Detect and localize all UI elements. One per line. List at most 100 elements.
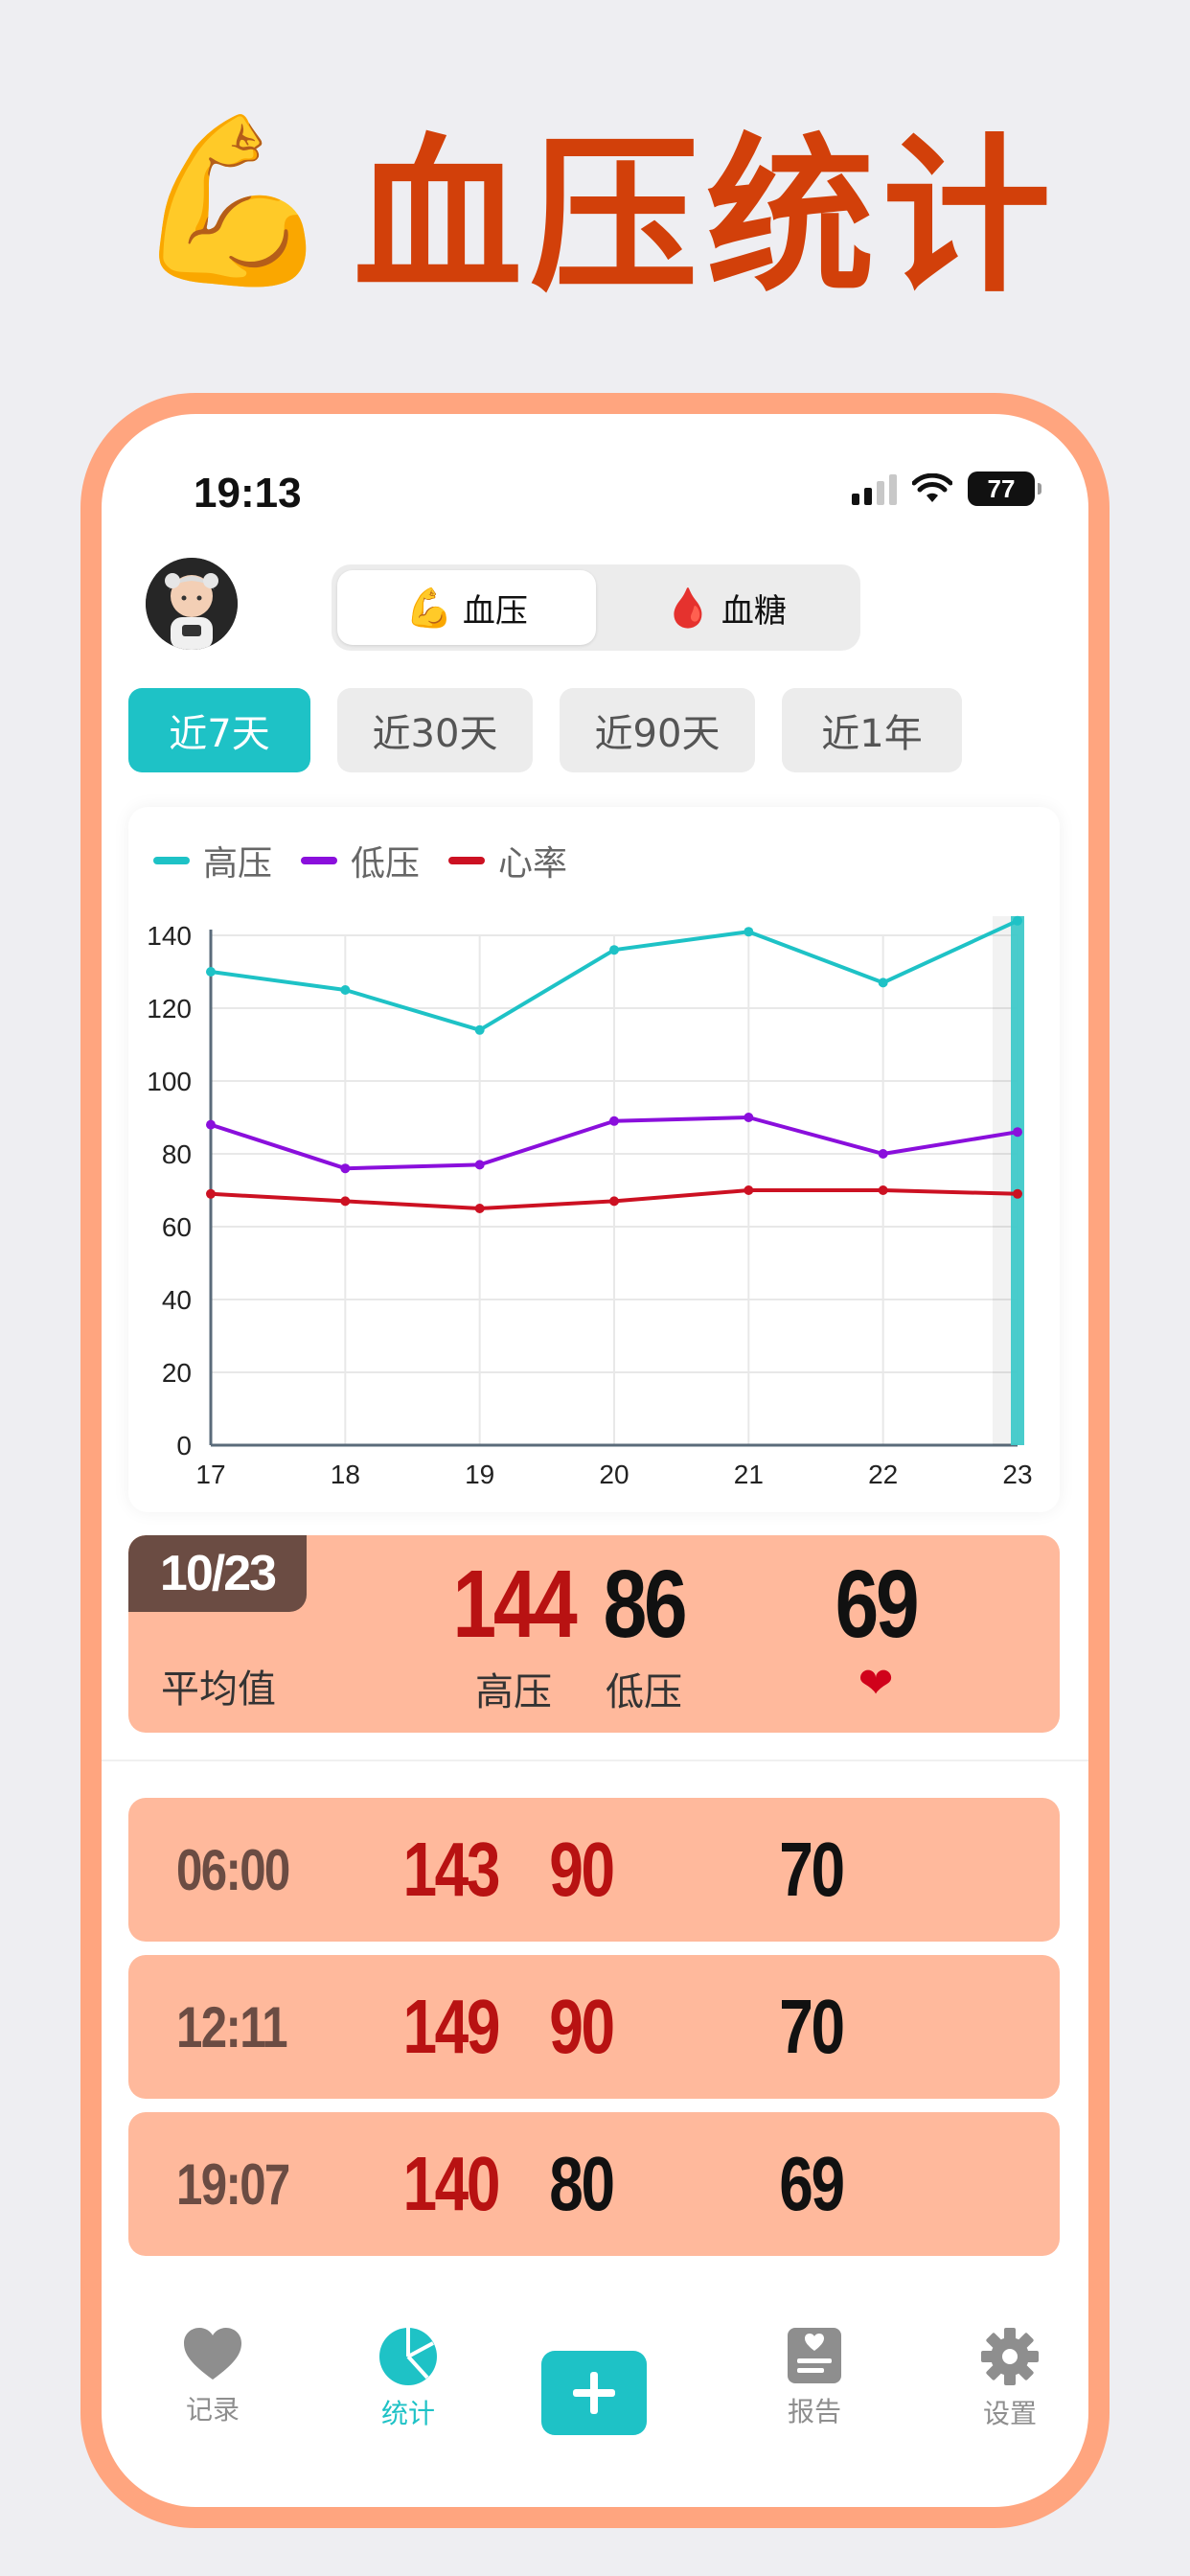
- avatar-image: [146, 558, 238, 650]
- data-point: [474, 1024, 485, 1035]
- segment-blood-pressure[interactable]: 💪 血压: [337, 570, 596, 645]
- record-heart-value: 70: [778, 1827, 845, 1912]
- range-1-year[interactable]: 近1年: [782, 688, 962, 772]
- segment-label: 血压: [462, 591, 528, 631]
- record-diastolic-value: 90: [548, 1827, 615, 1912]
- data-point: [878, 1149, 888, 1159]
- highlight-bar: [1011, 916, 1024, 1445]
- x-tick-label: 21: [734, 1460, 764, 1489]
- plus-icon: [573, 2372, 615, 2414]
- record-systolic-value: 140: [402, 2141, 500, 2226]
- legend-label: 低压: [351, 844, 421, 884]
- x-tick-label: 23: [1002, 1460, 1032, 1489]
- heart-icon: ❤: [858, 1659, 894, 1708]
- record-systolic-value: 143: [402, 1827, 500, 1912]
- record-time: 19:07: [176, 2151, 290, 2217]
- divider: [102, 1760, 1088, 1761]
- data-point: [474, 1204, 485, 1213]
- legend-item-heart-rate[interactable]: 心率: [448, 836, 567, 886]
- record-systolic: 143: [355, 1798, 546, 1942]
- record-systolic-value: 149: [402, 1984, 500, 2069]
- tab-label: 报告: [787, 2396, 841, 2427]
- summary-systolic-value: 144: [452, 1551, 578, 1658]
- date-badge: 10/23: [128, 1535, 307, 1612]
- line-chart[interactable]: 0 20 40 60 80 100 120 140 17 18 19 20 21 22 23: [128, 807, 1060, 1512]
- x-tick-label: 19: [465, 1460, 494, 1489]
- data-point: [609, 945, 619, 955]
- legend-swatch: [301, 857, 338, 864]
- headline: 💪 血压统计: [0, 105, 1190, 315]
- chart-legend: 高压 低压 心率: [153, 836, 567, 886]
- pie-chart-icon: [379, 2328, 437, 2385]
- data-point: [206, 1188, 216, 1199]
- y-tick-label: 140: [147, 921, 192, 951]
- gear-icon: [981, 2328, 1039, 2385]
- headline-title: 血压统计: [353, 118, 1059, 315]
- record-time: 06:00: [176, 1837, 290, 1902]
- y-tick-label: 20: [162, 1358, 192, 1388]
- tab-bar: 记录 统计: [102, 2326, 1088, 2470]
- status-bar: 19:13 77: [102, 414, 1088, 517]
- tab-records[interactable]: 记录: [136, 2326, 289, 2427]
- data-point: [1013, 1188, 1022, 1199]
- record-diastolic-value: 90: [548, 1984, 615, 2069]
- tab-statistics[interactable]: 统计: [332, 2326, 485, 2431]
- data-point: [1013, 1127, 1022, 1138]
- data-point: [1013, 915, 1022, 926]
- segment-blood-sugar[interactable]: 🩸 血糖: [596, 570, 855, 645]
- data-point: [609, 1116, 619, 1126]
- record-diastolic: 90: [485, 1798, 676, 1942]
- report-icon: [788, 2328, 841, 2383]
- summary-card: 10/23 平均值 144 高压 86 低压 69 ❤: [128, 1535, 1060, 1733]
- range-90-days[interactable]: 近90天: [560, 688, 755, 772]
- legend-label: 高压: [203, 844, 273, 884]
- y-tick-label: 120: [147, 994, 192, 1024]
- flexed-biceps-icon: 💪: [131, 106, 334, 296]
- record-diastolic: 90: [485, 1955, 676, 2099]
- legend-label: 心率: [498, 844, 568, 884]
- summary-systolic-label: 高压: [475, 1670, 552, 1714]
- tab-label: 统计: [380, 2398, 435, 2429]
- data-point: [878, 1185, 888, 1195]
- y-tick-label: 60: [162, 1212, 192, 1242]
- tab-report[interactable]: 报告: [738, 2326, 891, 2429]
- summary-heart: 69 ❤: [780, 1554, 972, 1709]
- summary-diastolic-value: 86: [603, 1551, 688, 1658]
- status-time: 19:13: [194, 470, 302, 517]
- data-point: [744, 1113, 754, 1122]
- phone-frame: 19:13 77: [80, 393, 1110, 2528]
- legend-item-diastolic[interactable]: 低压: [301, 836, 420, 886]
- y-tick-label: 0: [176, 1431, 192, 1460]
- tab-settings[interactable]: 设置: [933, 2326, 1087, 2431]
- range-tabs: 近7天 近30天 近90天 近1年: [128, 688, 962, 772]
- type-segmented-control: 💪 血压 🩸 血糖: [332, 564, 860, 651]
- chart-card: 高压 低压 心率 0 20 40 60 80 100 120 140 17 18 19 20 21 22 2…: [128, 807, 1060, 1512]
- record-diastolic-value: 80: [548, 2141, 615, 2226]
- record-time: 12:11: [176, 1994, 288, 2059]
- data-point: [609, 1196, 619, 1207]
- legend-swatch: [448, 857, 486, 864]
- x-tick-label: 18: [331, 1460, 360, 1489]
- y-tick-label: 100: [147, 1067, 192, 1096]
- legend-swatch: [153, 857, 190, 864]
- data-point: [878, 978, 888, 988]
- record-systolic: 140: [355, 2112, 546, 2256]
- range-7-days[interactable]: 近7天: [128, 688, 310, 772]
- record-heart: 70: [715, 1955, 906, 2099]
- range-30-days[interactable]: 近30天: [337, 688, 533, 772]
- add-record-button[interactable]: [541, 2351, 647, 2435]
- legend-item-systolic[interactable]: 高压: [153, 836, 272, 886]
- tab-label: 记录: [185, 2394, 240, 2426]
- record-heart-value: 69: [778, 2141, 845, 2226]
- record-row[interactable]: 19:07 140 80 69: [128, 2112, 1060, 2256]
- x-tick-label: 17: [195, 1460, 225, 1489]
- segment-label: 血糖: [721, 591, 787, 631]
- y-tick-label: 40: [162, 1285, 192, 1315]
- record-row[interactable]: 06:00 143 90 70: [128, 1798, 1060, 1942]
- avatar[interactable]: [146, 558, 238, 650]
- data-point: [340, 1196, 351, 1207]
- record-heart: 70: [715, 1798, 906, 1942]
- cellular-signal-icon: [852, 472, 897, 505]
- record-row[interactable]: 12:11 149 90 70: [128, 1955, 1060, 2099]
- battery-icon: 77: [968, 472, 1041, 506]
